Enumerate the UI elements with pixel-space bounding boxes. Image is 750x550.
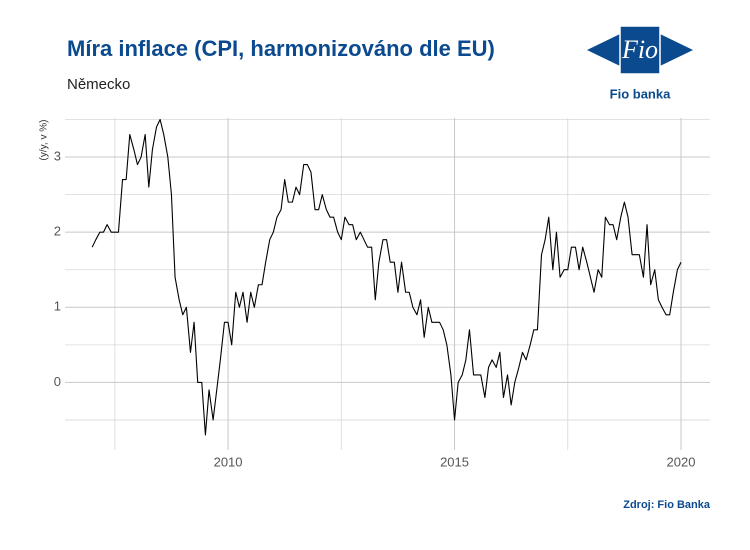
y-axis-label: (y/y, v %) bbox=[39, 120, 50, 161]
y-tick-label: 0 bbox=[54, 374, 61, 389]
logo-frame bbox=[619, 25, 661, 75]
x-tick-label: 2010 bbox=[214, 454, 243, 469]
source: Zdroj: Fio Banka bbox=[623, 499, 711, 511]
logo: Fio Fio banka bbox=[587, 25, 693, 101]
y-tick-label: 3 bbox=[54, 148, 61, 163]
y-tick-label: 2 bbox=[54, 224, 61, 239]
y-tick-label: 1 bbox=[54, 299, 61, 314]
logo-name: Fio banka bbox=[610, 86, 671, 101]
x-tick-label: 2015 bbox=[440, 454, 469, 469]
x-tick-label: 2020 bbox=[667, 454, 696, 469]
logo-mark: Fio bbox=[621, 35, 658, 64]
chart-subtitle: Německo bbox=[67, 76, 130, 93]
data-line bbox=[91, 118, 682, 436]
chart-title: Míra inflace (CPI, harmonizováno dle EU) bbox=[67, 36, 495, 61]
logo-shape bbox=[587, 26, 693, 74]
